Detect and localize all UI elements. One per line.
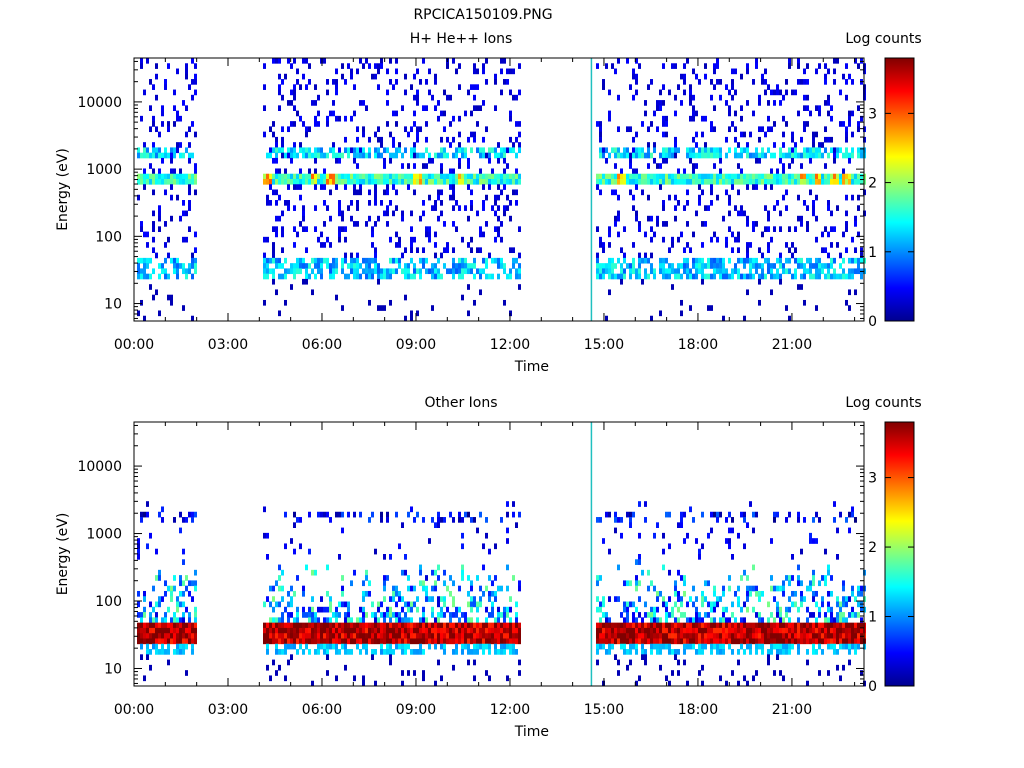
x-tick-label: 21:00 (772, 702, 812, 718)
colorbar-tick-label: 3 (868, 106, 877, 122)
colorbar-tick-label: 0 (868, 679, 877, 695)
colorbar-label: Log counts (845, 31, 921, 47)
x-axis-label: Time (514, 724, 549, 740)
y-tick-label: 100 (95, 594, 122, 610)
x-axis: 00:00 03:00 06:00 09:00 12:00 15:00 18:00 21:00… (114, 422, 856, 740)
y-axis: 10 100 1000 10000 Energy (eV) (55, 424, 864, 684)
x-tick-label: 18:00 (678, 337, 718, 353)
x-tick-label: 21:00 (772, 337, 812, 353)
y-tick-label: 10000 (77, 459, 122, 475)
panel-other-ions: Other Ions 00:00 03:00 06:00 09:00 12:00 15:00… (55, 395, 922, 740)
colorbar-tick-label: 1 (868, 610, 877, 626)
x-tick-label: 03:00 (208, 702, 248, 718)
colorbar-tick-label: 3 (868, 471, 877, 487)
colorbar-gradient (884, 57, 915, 322)
x-axis-label: Time (514, 359, 549, 375)
x-tick-label: 18:00 (678, 702, 718, 718)
figure-title: RPCICA150109.PNG (413, 7, 552, 23)
x-tick-label: 06:00 (302, 337, 342, 353)
y-tick-label: 10 (104, 297, 122, 313)
panel-h-he-ions: H+ He++ Ions 00:00 03:00 06:00 09:00 12:00 15:… (55, 31, 922, 375)
y-tick-label: 10000 (77, 95, 122, 111)
x-tick-label: 09:00 (396, 702, 436, 718)
colorbar-tick-label: 2 (868, 540, 877, 556)
x-axis: 00:00 03:00 06:00 09:00 12:00 15:00 18:00 21:00… (114, 58, 856, 375)
y-tick-label: 1000 (86, 527, 122, 543)
y-axis: 10 100 1000 10000 Energy (eV) (55, 60, 864, 319)
y-axis-label: Energy (eV) (55, 513, 71, 596)
x-tick-label: 15:00 (584, 337, 624, 353)
panel-title: H+ He++ Ions (410, 31, 513, 47)
colorbar-tick-label: 0 (868, 314, 877, 330)
y-axis-label: Energy (eV) (55, 148, 71, 231)
heatmap-cells (137, 58, 866, 322)
colorbar: Log counts 0 1 2 3 (845, 395, 921, 695)
colorbar: Log counts 0 1 2 3 (845, 31, 921, 330)
heatmap-cells (137, 501, 866, 687)
x-tick-label: 06:00 (302, 702, 342, 718)
y-tick-label: 100 (95, 229, 122, 245)
x-tick-label: 00:00 (114, 702, 154, 718)
colorbar-tick-label: 1 (868, 245, 877, 261)
y-tick-label: 10 (104, 661, 122, 677)
colorbar-label: Log counts (845, 395, 921, 411)
y-tick-label: 1000 (86, 162, 122, 178)
colorbar-gradient (884, 421, 915, 687)
colorbar-tick-label: 2 (868, 176, 877, 192)
panel-title: Other Ions (424, 395, 497, 411)
x-tick-label: 00:00 (114, 337, 154, 353)
plot-frame (133, 421, 865, 687)
x-tick-label: 12:00 (490, 702, 530, 718)
x-tick-label: 03:00 (208, 337, 248, 353)
x-tick-label: 15:00 (584, 702, 624, 718)
x-tick-label: 12:00 (490, 337, 530, 353)
x-tick-label: 09:00 (396, 337, 436, 353)
